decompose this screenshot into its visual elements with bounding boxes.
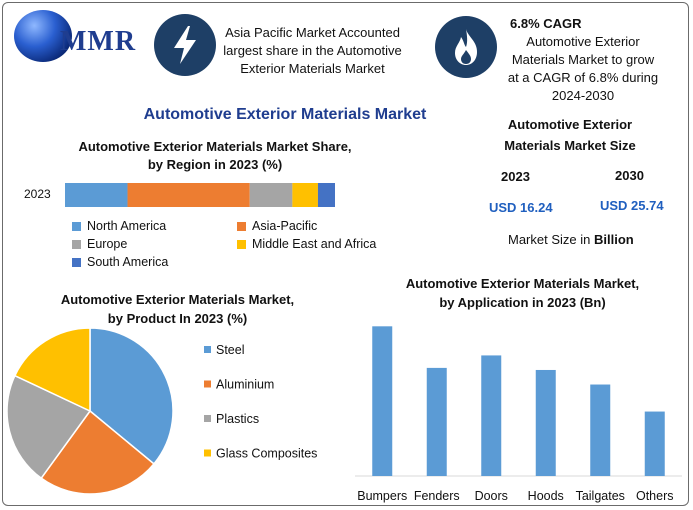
legend-mea: Middle East and Africa <box>237 236 376 252</box>
application-title-line1: Automotive Exterior Materials Market, <box>405 276 640 291</box>
market-size-note: Market Size in Billion <box>508 231 634 249</box>
product-chart-title: Automotive Exterior Materials Market, by… <box>40 290 315 328</box>
product-title-line2: by Product In 2023 (%) <box>107 311 248 326</box>
region-title-line1: Automotive Exterior Materials Market Sha… <box>78 139 352 154</box>
pie-legend-swatch <box>204 346 211 353</box>
region-chart-title: Automotive Exterior Materials Market Sha… <box>60 138 370 174</box>
pie-slice <box>89 327 174 465</box>
x-tick-label: Fenders <box>414 489 460 503</box>
legend-label: Middle East and Africa <box>252 237 377 251</box>
pie-legend-swatch <box>204 415 211 422</box>
pie-legend-label: Glass Composites <box>216 447 317 461</box>
x-tick-label: Doors <box>475 489 508 503</box>
application-bar <box>426 367 447 476</box>
fact1-line3: Exterior Materials Market <box>240 61 385 76</box>
main-title: Automotive Exterior Materials Market <box>143 106 427 123</box>
legend-label: Asia-Pacific <box>252 219 318 233</box>
market-size-title-line2: Materials Market Size <box>504 138 636 153</box>
pie-legend-swatch <box>204 380 211 388</box>
infographic-frame <box>2 2 689 506</box>
fact2-line3: at a CAGR of 6.8% during <box>507 70 659 85</box>
fact2-line4: 2024-2030 <box>551 88 615 103</box>
lightning-icon <box>154 14 216 76</box>
legend-label: South America <box>87 255 169 269</box>
pie-legend-label: Plastics <box>216 412 259 426</box>
legend-asia-pacific: Asia-Pacific <box>237 218 317 234</box>
logo-text: MMR <box>60 26 137 57</box>
globe-logo-icon <box>14 10 72 62</box>
application-bar <box>590 384 611 476</box>
fact2-line2: Materials Market to grow <box>511 52 655 67</box>
application-chart-title: Automotive Exterior Materials Market, by… <box>375 274 670 312</box>
market-size-title-line1: Automotive Exterior <box>507 117 633 132</box>
note-prefix: Market Size in <box>508 232 594 247</box>
pie-legend-swatch <box>204 449 211 457</box>
fact-asia-pacific: Asia Pacific Market Accounted largest sh… <box>210 24 415 78</box>
cagr-title: 6.8% CAGR <box>510 16 582 31</box>
year-2030-label: 2030 <box>615 168 644 183</box>
region-segment <box>249 183 293 207</box>
fact2-line1: Automotive Exterior <box>526 34 640 49</box>
pie-legend-label: Aluminium <box>216 378 274 392</box>
region-segment <box>317 183 335 207</box>
application-bar <box>372 326 393 476</box>
legend-europe: Europe <box>72 236 127 252</box>
legend-north-america: North America <box>72 218 166 234</box>
market-size-title: Automotive Exterior Materials Market Siz… <box>480 114 660 156</box>
application-bar <box>644 411 665 476</box>
region-title-line2: by Region in 2023 (%) <box>147 157 283 172</box>
region-segment <box>127 183 250 207</box>
pie-legend-label: Steel <box>216 343 245 357</box>
legend-south-america: South America <box>72 254 168 270</box>
product-title-line1: Automotive Exterior Materials Market, <box>60 292 295 307</box>
x-tick-label: Hoods <box>528 489 564 503</box>
x-tick-label: Others <box>636 489 674 503</box>
flame-icon <box>435 16 497 78</box>
region-segment <box>65 183 128 207</box>
legend-label: Europe <box>87 237 128 251</box>
category-label-2023: 2023 <box>24 187 51 201</box>
value-2023: USD 16.24 <box>489 200 553 215</box>
value-2030: USD 25.74 <box>600 198 664 213</box>
pie-slice <box>40 409 156 495</box>
fact-cagr: Automotive Exterior Materials Market to … <box>493 33 673 105</box>
application-bar <box>535 369 556 476</box>
x-tick-label: Tailgates <box>576 489 625 503</box>
application-title-line2: by Application in 2023 (Bn) <box>439 295 606 310</box>
year-2023-label: 2023 <box>501 169 530 184</box>
pie-slice <box>13 327 91 413</box>
region-segment <box>292 183 318 207</box>
x-tick-label: Bumpers <box>357 489 407 503</box>
legend-label: North America <box>87 219 167 233</box>
note-unit: Billion <box>593 232 634 247</box>
application-bar <box>481 355 502 476</box>
fact1-line1: Asia Pacific Market Accounted <box>225 25 400 40</box>
fact1-line2: largest share in the Automotive <box>223 43 402 58</box>
product-pie-chart: Steel Aluminium Plastics Glass Composites <box>6 327 317 495</box>
application-bar-chart: Bumpers Fenders Doors Hoods Tailgates Others <box>355 326 682 503</box>
